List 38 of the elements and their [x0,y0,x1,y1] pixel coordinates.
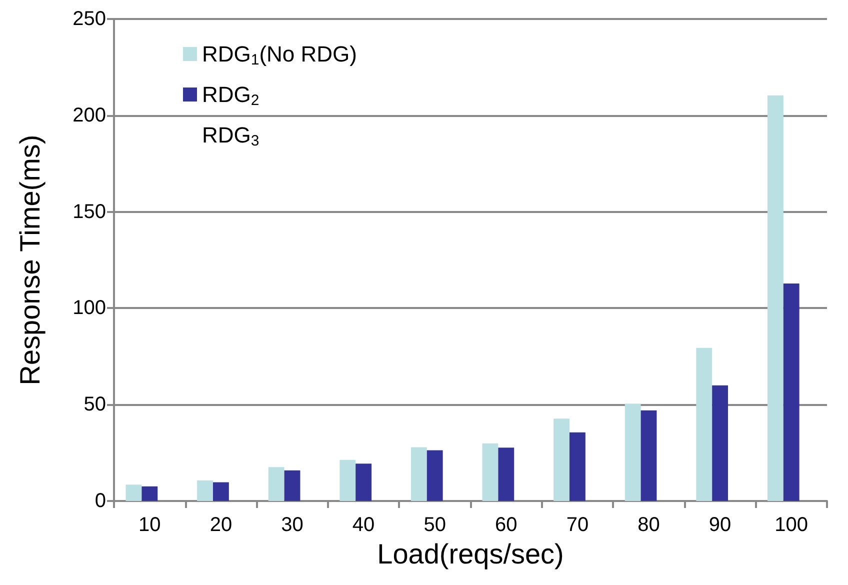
bar [554,418,570,501]
bar [767,95,784,501]
bar [268,467,284,501]
x-tick-label: 50 [424,514,446,536]
bar [640,410,657,501]
x-tick-label: 20 [210,514,232,536]
y-tick-label: 0 [94,490,106,512]
x-tick-label: 90 [708,514,732,536]
bar [569,432,586,501]
bar [624,404,641,501]
bar [356,464,372,501]
x-tick-label: 100 [774,514,808,536]
y-tick-label: 250 [72,8,106,30]
bar [783,284,800,501]
bar [410,447,427,501]
y-tick-label: 200 [72,104,106,126]
x-tick-label: 40 [352,514,375,536]
bar [212,482,229,501]
y-tick-label: 50 [84,394,106,416]
x-tick-label: 80 [638,514,660,536]
bar [712,385,728,501]
bar [284,470,300,501]
x-axis-title: Load(reqs/sec) [377,538,564,570]
bar [197,480,213,501]
bar [142,486,158,501]
y-axis-title: Response Time(ms) [14,134,46,386]
y-tick-label: 100 [72,297,106,320]
x-tick-label: 70 [566,514,589,536]
x-tick-label: 60 [495,514,518,536]
bar [696,348,712,501]
x-tick-label: 30 [281,514,304,536]
bar [482,443,498,501]
bar [126,484,142,501]
y-tick-label: 150 [72,200,106,223]
x-tick-label: 10 [138,514,161,536]
bar [340,460,356,501]
bar [426,450,443,501]
bar [498,448,514,501]
